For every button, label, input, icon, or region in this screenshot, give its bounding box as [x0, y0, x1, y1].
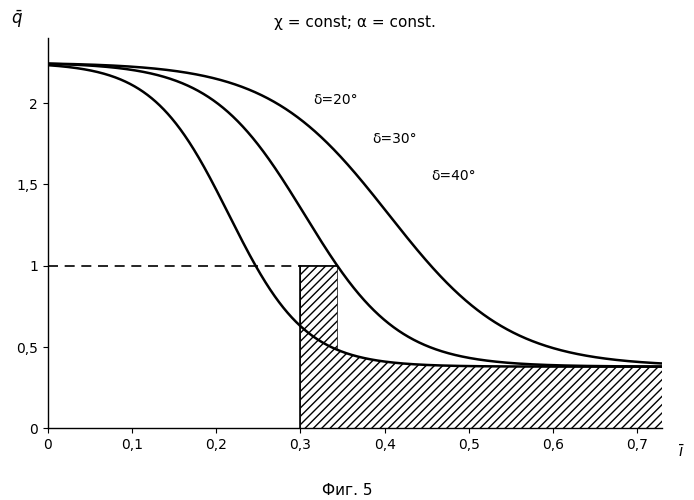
Text: δ=20°: δ=20° [313, 93, 357, 107]
Text: Фиг. 5: Фиг. 5 [322, 483, 372, 498]
Text: δ=30°: δ=30° [372, 132, 416, 146]
Text: δ=40°: δ=40° [431, 170, 475, 183]
Y-axis label: $\bar{q}$: $\bar{q}$ [11, 9, 23, 30]
X-axis label: $\bar{\imath}$: $\bar{\imath}$ [677, 444, 684, 460]
Title: χ = const; α = const.: χ = const; α = const. [274, 15, 436, 30]
